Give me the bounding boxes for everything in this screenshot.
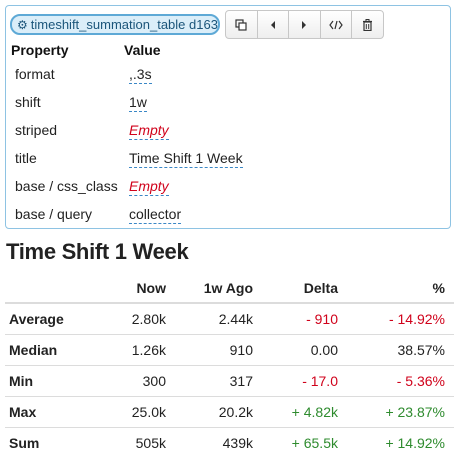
row-label: Median bbox=[9, 342, 58, 358]
gear-icon: ⚙ bbox=[17, 17, 28, 32]
property-row-css-class: base / css_class Empty bbox=[6, 174, 450, 202]
cell-now: 1.26k bbox=[131, 342, 166, 358]
next-button[interactable] bbox=[289, 11, 321, 38]
cell-ago: 439k bbox=[222, 435, 253, 451]
column-header-percent: % bbox=[432, 280, 445, 296]
column-header-ago: 1w Ago bbox=[203, 280, 253, 296]
table-header-row: Now 1w Ago Delta % bbox=[5, 275, 454, 304]
table-row: Max 25.0k 20.2k + 4.82k + 23.87% bbox=[5, 397, 454, 428]
cell-ago: 910 bbox=[229, 342, 253, 358]
cell-now: 505k bbox=[135, 435, 166, 451]
code-icon bbox=[329, 20, 343, 29]
cell-delta: + 4.82k bbox=[291, 404, 338, 420]
row-label: Max bbox=[9, 404, 37, 420]
property-row-query: base / query collector bbox=[6, 202, 450, 230]
caret-left-icon bbox=[270, 20, 275, 29]
cell-percent: - 14.92% bbox=[388, 311, 445, 327]
cell-now: 300 bbox=[142, 373, 166, 389]
cell-now: 2.80k bbox=[131, 311, 166, 327]
property-label: format bbox=[15, 66, 55, 82]
cell-ago: 20.2k bbox=[218, 404, 253, 420]
row-label: Min bbox=[9, 373, 34, 389]
property-value-format[interactable]: ,.3s bbox=[129, 66, 152, 84]
value-column-header: Value bbox=[124, 42, 161, 58]
caret-right-icon bbox=[302, 20, 307, 29]
property-value-title[interactable]: Time Shift 1 Week bbox=[129, 150, 243, 168]
property-label: title bbox=[15, 150, 37, 166]
column-header-delta: Delta bbox=[303, 280, 338, 296]
summation-table: Now 1w Ago Delta % Average 2.80k 2.44k -… bbox=[5, 275, 454, 459]
property-row-shift: shift 1w bbox=[6, 90, 450, 118]
cell-percent: - 5.36% bbox=[396, 373, 445, 389]
property-value-css-class[interactable]: Empty bbox=[129, 178, 169, 196]
cell-ago: 317 bbox=[229, 373, 253, 389]
property-row-striped: striped Empty bbox=[6, 118, 450, 146]
table-row: Min 300 317 - 17.0 - 5.36% bbox=[5, 366, 454, 397]
property-label: base / css_class bbox=[15, 178, 118, 194]
delete-button[interactable] bbox=[352, 11, 383, 38]
property-row-title: title Time Shift 1 Week bbox=[6, 146, 450, 174]
summary-title: Time Shift 1 Week bbox=[6, 239, 189, 264]
cell-delta: - 17.0 bbox=[302, 373, 338, 389]
slice-name-tag[interactable]: ⚙ timeshift_summation_table d163 bbox=[10, 14, 220, 35]
property-column-header: Property bbox=[11, 42, 69, 58]
row-label: Sum bbox=[9, 435, 40, 451]
row-label: Average bbox=[9, 311, 64, 327]
cell-delta: - 910 bbox=[306, 311, 338, 327]
slice-name: timeshift_summation_table d163 bbox=[30, 17, 218, 32]
table-row: Average 2.80k 2.44k - 910 - 14.92% bbox=[5, 304, 454, 335]
copy-button[interactable] bbox=[226, 11, 258, 38]
cell-delta: 0.00 bbox=[310, 342, 338, 358]
cell-percent: + 23.87% bbox=[385, 404, 445, 420]
table-row: Median 1.26k 910 0.00 38.57% bbox=[5, 335, 454, 366]
slice-editor-panel: ⚙ timeshift_summation_table d163 bbox=[5, 5, 451, 229]
copy-icon bbox=[235, 18, 247, 31]
property-value-query[interactable]: collector bbox=[129, 206, 182, 224]
property-value-striped[interactable]: Empty bbox=[129, 122, 169, 140]
previous-button[interactable] bbox=[258, 11, 290, 38]
cell-delta: + 65.5k bbox=[291, 435, 338, 451]
property-label: base / query bbox=[15, 206, 93, 222]
property-value-shift[interactable]: 1w bbox=[129, 94, 147, 112]
property-label: shift bbox=[15, 94, 41, 110]
cell-now: 25.0k bbox=[131, 404, 166, 420]
cell-percent: 38.57% bbox=[397, 342, 445, 358]
column-header-now: Now bbox=[136, 280, 166, 296]
slice-toolbar bbox=[225, 10, 384, 39]
property-label: striped bbox=[15, 122, 58, 138]
trash-icon bbox=[363, 18, 373, 31]
cell-ago: 2.44k bbox=[218, 311, 253, 327]
cell-percent: + 14.92% bbox=[385, 435, 445, 451]
table-row: Sum 505k 439k + 65.5k + 14.92% bbox=[5, 428, 454, 459]
code-button[interactable] bbox=[321, 11, 353, 38]
property-row-format: format ,.3s bbox=[6, 62, 450, 90]
